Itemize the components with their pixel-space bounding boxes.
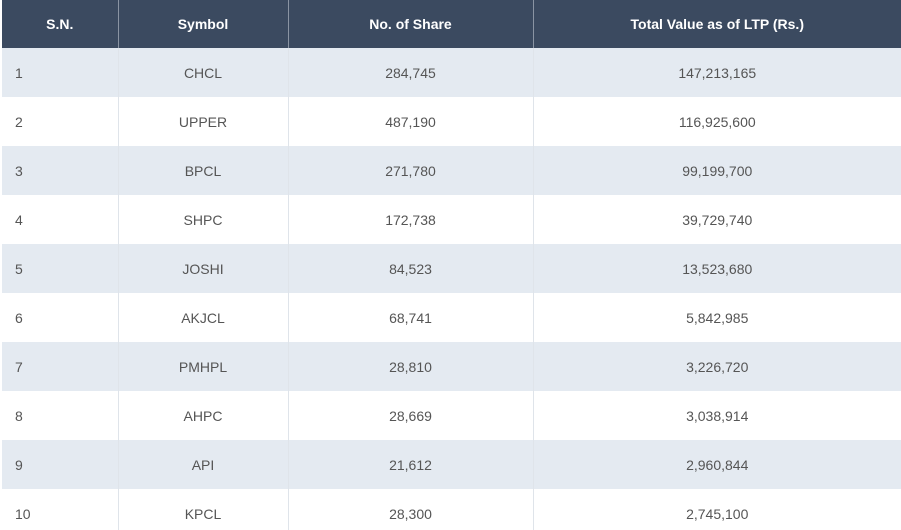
cell-sn: 2 (2, 97, 119, 146)
cell-shares: 21,612 (288, 440, 534, 489)
cell-shares: 28,810 (288, 342, 534, 391)
cell-total-value: 116,925,600 (533, 97, 901, 146)
cell-total-value: 2,960,844 (533, 440, 901, 489)
cell-symbol: API (118, 440, 289, 489)
cell-total-value: 99,199,700 (533, 146, 901, 195)
table-row: 2 UPPER 487,190 116,925,600 (2, 97, 901, 146)
cell-symbol: AHPC (118, 391, 289, 440)
cell-shares: 84,523 (288, 244, 534, 293)
cell-sn: 3 (2, 146, 119, 195)
table-row: 4 SHPC 172,738 39,729,740 (2, 195, 901, 244)
header-row: S.N. Symbol No. of Share Total Value as … (2, 0, 901, 48)
cell-symbol: AKJCL (118, 293, 289, 342)
cell-shares: 28,300 (288, 489, 534, 530)
column-header-symbol: Symbol (118, 0, 289, 48)
cell-total-value: 2,745,100 (533, 489, 901, 530)
table-row: 7 PMHPL 28,810 3,226,720 (2, 342, 901, 391)
cell-sn: 4 (2, 195, 119, 244)
table-header: S.N. Symbol No. of Share Total Value as … (2, 0, 901, 48)
cell-shares: 68,741 (288, 293, 534, 342)
cell-sn: 6 (2, 293, 119, 342)
table-row: 3 BPCL 271,780 99,199,700 (2, 146, 901, 195)
cell-symbol: JOSHI (118, 244, 289, 293)
cell-symbol: BPCL (118, 146, 289, 195)
table-row: 9 API 21,612 2,960,844 (2, 440, 901, 489)
cell-symbol: KPCL (118, 489, 289, 530)
table-body: 1 CHCL 284,745 147,213,165 2 UPPER 487,190 116,… (2, 48, 901, 530)
cell-sn: 1 (2, 48, 119, 97)
table-row: 8 AHPC 28,669 3,038,914 (2, 391, 901, 440)
cell-shares: 172,738 (288, 195, 534, 244)
column-header-shares: No. of Share (288, 0, 534, 48)
cell-sn: 10 (2, 489, 119, 530)
cell-sn: 5 (2, 244, 119, 293)
table-row: 10 KPCL 28,300 2,745,100 (2, 489, 901, 530)
cell-total-value: 5,842,985 (533, 293, 901, 342)
cell-symbol: SHPC (118, 195, 289, 244)
cell-symbol: PMHPL (118, 342, 289, 391)
cell-total-value: 39,729,740 (533, 195, 901, 244)
cell-sn: 8 (2, 391, 119, 440)
column-header-sn: S.N. (2, 0, 119, 48)
table-row: 1 CHCL 284,745 147,213,165 (2, 48, 901, 97)
column-header-total-value: Total Value as of LTP (Rs.) (533, 0, 901, 48)
cell-total-value: 13,523,680 (533, 244, 901, 293)
cell-shares: 271,780 (288, 146, 534, 195)
cell-symbol: CHCL (118, 48, 289, 97)
table-row: 6 AKJCL 68,741 5,842,985 (2, 293, 901, 342)
cell-shares: 487,190 (288, 97, 534, 146)
cell-symbol: UPPER (118, 97, 289, 146)
cell-sn: 7 (2, 342, 119, 391)
table-row: 5 JOSHI 84,523 13,523,680 (2, 244, 901, 293)
cell-sn: 9 (2, 440, 119, 489)
cell-shares: 284,745 (288, 48, 534, 97)
cell-total-value: 3,038,914 (533, 391, 901, 440)
cell-total-value: 3,226,720 (533, 342, 901, 391)
cell-shares: 28,669 (288, 391, 534, 440)
cell-total-value: 147,213,165 (533, 48, 901, 97)
